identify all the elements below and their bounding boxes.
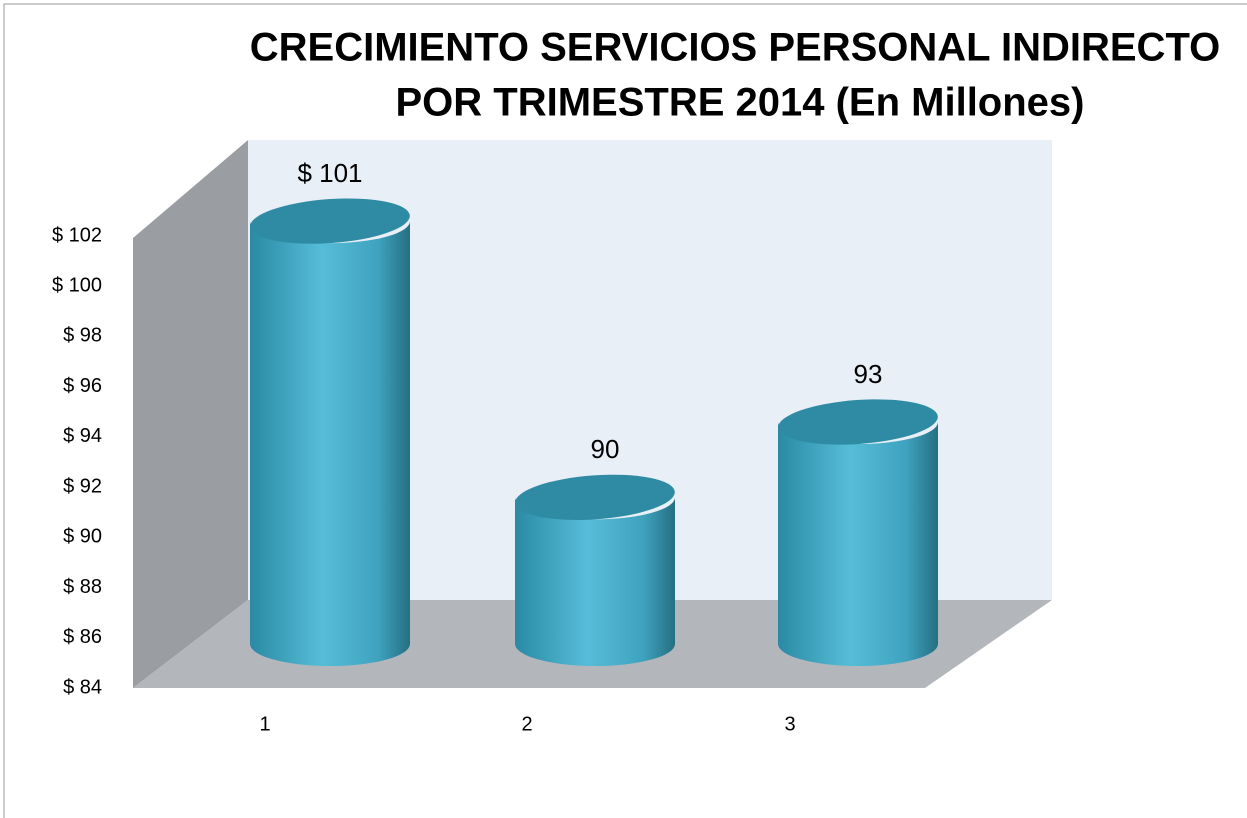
bar (250, 221, 410, 666)
y-tick-label: $ 100 (52, 275, 102, 297)
y-tick-label: $ 98 (63, 325, 102, 347)
chart-title: POR TRIMESTRE 2014 (En Millones) (395, 81, 1084, 125)
y-tick-label: $ 90 (63, 526, 102, 548)
x-tick-label: 2 (521, 713, 532, 735)
value-label: 93 (854, 359, 883, 389)
y-tick-label: $ 94 (63, 425, 102, 447)
y-tick-label: $ 88 (63, 576, 102, 598)
bar-top (515, 474, 675, 520)
bar (515, 497, 675, 666)
bar-top (778, 399, 938, 445)
value-label: $ 101 (297, 158, 362, 188)
side-wall (133, 140, 248, 688)
bar (778, 422, 938, 666)
y-tick-label: $ 86 (63, 626, 102, 648)
value-label: 90 (591, 434, 620, 464)
y-tick-label: $ 102 (52, 224, 102, 246)
y-tick-label: $ 96 (63, 375, 102, 397)
bar-top (250, 198, 410, 244)
x-tick-label: 1 (259, 713, 270, 735)
y-tick-label: $ 92 (63, 475, 102, 497)
x-tick-label: 3 (784, 713, 795, 735)
y-tick-label: $ 84 (63, 676, 102, 698)
chart-title: CRECIMIENTO SERVICIOS PERSONAL INDIRECTO (250, 26, 1221, 70)
